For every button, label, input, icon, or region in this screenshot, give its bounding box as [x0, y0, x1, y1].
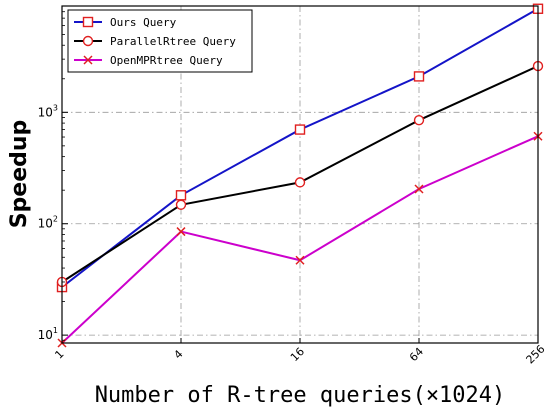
data-point-0	[294, 124, 306, 135]
legend-label: OpenMPRtree Query	[110, 54, 223, 67]
series-markers	[56, 3, 544, 348]
data-point-2	[295, 255, 305, 265]
data-point-0	[175, 190, 187, 201]
data-point-1	[175, 199, 187, 210]
legend: Ours Query ParallelRtree Query OpenMPRtree…	[67, 9, 253, 73]
legend-label: Ours Query	[110, 16, 177, 29]
y-tick-label: 103	[38, 103, 58, 119]
legend-label: ParallelRtree Query	[110, 35, 236, 48]
data-point-0	[413, 71, 425, 82]
legend-marker	[83, 55, 93, 65]
y-axis-ticks: 101 102 103	[38, 5, 68, 342]
data-point-1	[294, 177, 306, 188]
y-tick-label: 101	[38, 326, 58, 342]
y-tick-label: 102	[38, 215, 58, 231]
data-point-2	[176, 227, 186, 237]
x-axis-label: Number of R-tree queries(×1024)	[95, 383, 506, 408]
legend-marker	[82, 16, 94, 28]
legend-marker	[82, 35, 94, 47]
y-axis-label: Speedup	[7, 120, 32, 229]
data-point-1	[413, 114, 425, 126]
data-point-2	[414, 184, 424, 194]
